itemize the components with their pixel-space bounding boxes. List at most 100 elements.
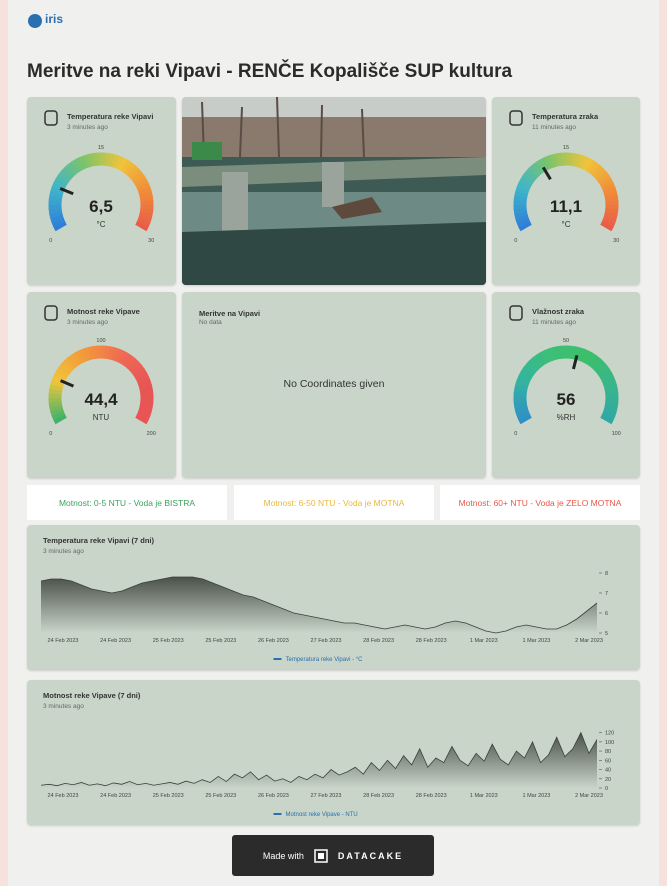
gauge-mid: 50 [563,338,569,344]
x-tick-label: 1 Mar 2023 [470,793,498,799]
widget-icon [45,306,57,320]
gauge-max: 200 [147,431,156,437]
legend-text: Motnost: 6-50 NTU - Voda je MOTNA [264,495,405,511]
gauge-max: 30 [148,238,154,244]
chart-title: Temperatura reke Vipavi (7 dni) [43,536,155,545]
x-tick-label: 24 Feb 2023 [100,638,131,644]
x-tick-label: 26 Feb 2023 [258,793,289,799]
gauge-max: 100 [612,431,621,437]
gauge-mid: 100 [96,338,105,344]
widget-title: Temperatura reke Vipavi [67,112,153,121]
footer-button[interactable]: Made with DATACAKE [232,835,434,876]
page-title: Meritve na reki Vipavi - RENČE Kopališče… [27,61,512,83]
gauge-max: 30 [613,238,619,244]
widget-title: Vlažnost zraka [532,307,585,316]
x-tick-label: 25 Feb 2023 [153,638,184,644]
legend-text: Motnost: 0-5 NTU - Voda je BISTRA [59,495,195,511]
chart-legend: Motnost reke Vipave - NTU [286,812,358,818]
x-tick-label: 25 Feb 2023 [205,793,236,799]
gauge-min: 0 [514,238,517,244]
y-tick-label: 40 [605,768,611,774]
gauge-card: Motnost reke Vipave 3 minutes ago 44,4 NTU 0… [27,292,176,478]
x-tick-label: 25 Feb 2023 [205,638,236,644]
chart-card: Temperatura reke Vipavi (7 dni)3 minutes… [27,525,640,670]
gauge-unit: °C [97,220,106,229]
y-tick-label: 8 [605,571,608,577]
area-chart: Temperatura reke Vipavi (7 dni)3 minutes… [27,525,640,670]
map-subtitle: No data [199,319,222,326]
x-tick-label: 28 Feb 2023 [363,793,394,799]
gauge-min: 0 [49,431,52,437]
x-tick-label: 27 Feb 2023 [311,638,342,644]
x-tick-label: 24 Feb 2023 [100,793,131,799]
area [41,733,597,788]
x-tick-label: 2 Mar 2023 [575,793,603,799]
chart-title: Motnost reke Vipave (7 dni) [43,691,141,700]
widget-icon [510,111,522,125]
gauge-unit: °C [562,220,571,229]
gauge: Motnost reke Vipave 3 minutes ago 44,4 NTU 0… [27,292,176,478]
gauge-arc [606,417,608,421]
x-tick-label: 2 Mar 2023 [575,638,603,644]
widget-subtitle: 11 minutes ago [532,319,576,326]
map-title: Meritve na Vipavi [199,309,260,318]
gauge: Vlažnost zraka 11 minutes ago 56 %RH 0 100 50 [492,292,640,478]
y-tick-label: 100 [605,740,614,746]
logo-icon [28,14,42,28]
x-tick-label: 26 Feb 2023 [258,638,289,644]
gauge-value: 44,4 [84,390,118,409]
y-tick-label: 80 [605,749,611,755]
x-tick-label: 24 Feb 2023 [48,793,79,799]
y-tick-label: 60 [605,758,611,764]
legend-text: Motnost: 60+ NTU - Voda je ZELO MOTNA [459,495,622,511]
widget-icon [510,306,522,320]
logo-text: iris [45,12,63,26]
gauge-mid: 15 [98,145,104,151]
x-tick-label: 24 Feb 2023 [48,638,79,644]
photo-card [182,97,486,285]
gauge-value: 56 [557,390,576,409]
gauge-card: Vlažnost zraka 11 minutes ago 56 %RH 0 100 50 [492,292,640,478]
chart-subtitle: 3 minutes ago [43,703,84,710]
widget-subtitle: 3 minutes ago [67,124,108,131]
gauge-unit: %RH [557,413,576,422]
widget-subtitle: 3 minutes ago [67,319,108,326]
gauge-arc [141,417,143,421]
area-chart: Motnost reke Vipave (7 dni) 3 minutes ago… [27,680,640,825]
x-tick-label: 28 Feb 2023 [416,638,447,644]
gauge-card: Temperatura reke Vipavi 3 minutes ago 6,5 °… [27,97,176,285]
gauge-min: 0 [49,238,52,244]
y-tick-label: 20 [605,777,611,783]
y-tick-label: 5 [605,631,608,637]
widget-icon [45,111,57,125]
y-tick-label: 7 [605,591,608,597]
chart-legend: Temperatura reke Vipavi - °C [286,657,364,663]
gauge-arc [606,224,608,228]
x-tick-label: 1 Mar 2023 [522,638,550,644]
widget-title: Motnost reke Vipave [67,307,140,316]
legend-box: Motnost: 60+ NTU - Voda je ZELO MOTNA [440,485,640,520]
gauge-value: 6,5 [89,197,113,216]
legend-box: Motnost: 6-50 NTU - Voda je MOTNA [234,485,434,520]
y-tick-label: 6 [605,611,608,617]
gauge-arc [141,224,143,228]
brand-icon [314,849,328,863]
river-photo [182,97,486,285]
legend-box: Motnost: 0-5 NTU - Voda je BISTRA [27,485,227,520]
y-tick-label: 120 [605,731,614,737]
x-tick-label: 28 Feb 2023 [363,638,394,644]
x-tick-label: 28 Feb 2023 [416,793,447,799]
gauge-min: 0 [514,431,517,437]
gauge-value: 11,1 [550,197,582,216]
gauge-mid: 15 [563,145,569,151]
x-tick-label: 1 Mar 2023 [470,638,498,644]
gauge: Temperatura reke Vipavi 3 minutes ago 6,5 °… [27,97,176,285]
gauge-unit: NTU [93,413,110,422]
made-with: Made with [263,851,304,861]
x-tick-label: 27 Feb 2023 [311,793,342,799]
logo: iris [26,10,86,36]
widget-title: Temperatura zraka [532,112,599,121]
brand: DATACAKE [338,851,403,861]
